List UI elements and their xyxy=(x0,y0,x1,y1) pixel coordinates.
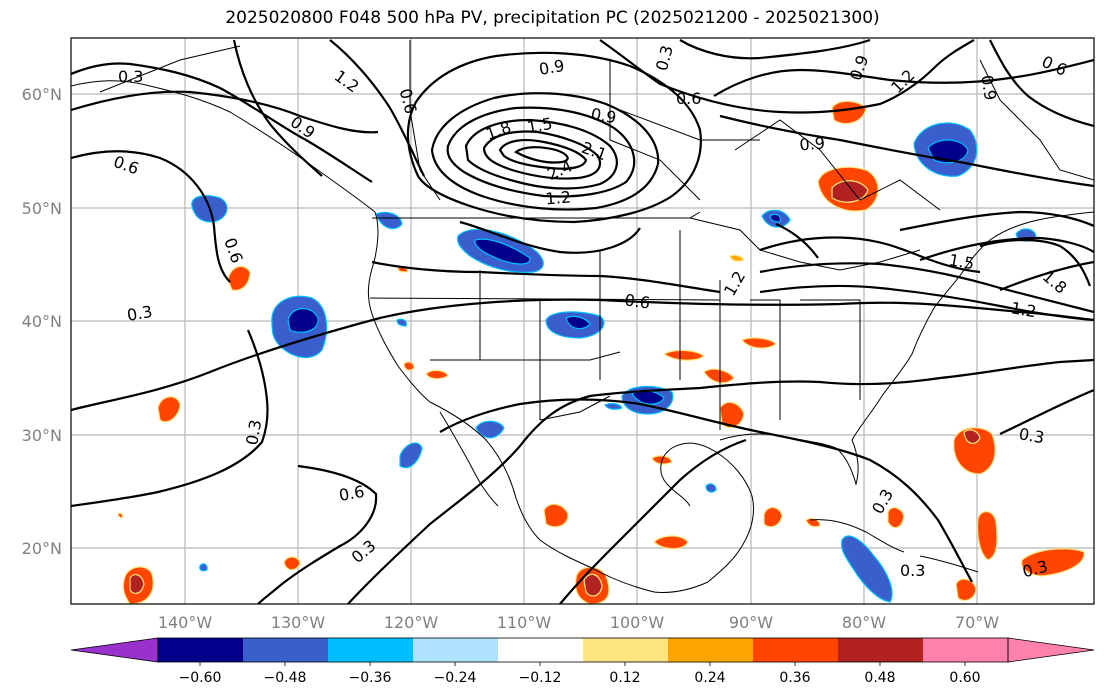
colorbar-segment xyxy=(923,638,1008,662)
contour-label: 1.2 xyxy=(545,187,572,208)
y-tick-label: 30°N xyxy=(22,426,62,445)
colorbar-segment xyxy=(583,638,668,662)
colorbar-tick-label: −0.60 xyxy=(179,670,222,686)
x-tick-label: 90°W xyxy=(729,613,773,632)
colorbar-segment xyxy=(413,638,498,662)
contour-label: 0.9 xyxy=(799,133,826,154)
map-frame xyxy=(70,37,1095,605)
negative-anomaly-areas xyxy=(191,122,1037,603)
colorbar-tick-label: 0.48 xyxy=(864,670,895,686)
x-tick-label: 140°W xyxy=(158,613,213,632)
colorbar-tick-label: 0.12 xyxy=(609,670,640,686)
colorbar-tick-label: 0.36 xyxy=(779,670,810,686)
contour-label: 0.3 xyxy=(242,418,265,446)
x-tick-labels: 140°W 130°W 120°W 110°W 100°W 90°W 80°W … xyxy=(158,613,999,632)
pv-contours xyxy=(71,38,1094,604)
contour-label: 0.3 xyxy=(118,67,143,86)
positive-anomaly-areas xyxy=(117,100,1085,604)
gridlines xyxy=(71,38,1094,604)
colorbar-segment xyxy=(668,638,753,662)
map-title: 2025020800 F048 500 hPa PV, precipitatio… xyxy=(225,8,880,28)
colorbar-extend-low xyxy=(70,637,159,663)
x-tick-label: 70°W xyxy=(955,613,999,632)
y-tick-label: 40°N xyxy=(22,312,62,331)
coastlines-borders xyxy=(71,40,1094,593)
colorbar-tick-label: 0.60 xyxy=(949,670,980,686)
contour-label: 0.9 xyxy=(589,104,617,127)
contour-label: 0.6 xyxy=(676,89,701,108)
colorbar-segment xyxy=(243,638,328,662)
colorbar-tick-label: −0.12 xyxy=(519,670,562,686)
colorbar-tick-label: −0.48 xyxy=(264,670,307,686)
colorbar-segment xyxy=(328,638,413,662)
colorbar-segment xyxy=(753,638,838,662)
x-tick-label: 80°W xyxy=(842,613,886,632)
y-tick-label: 50°N xyxy=(22,199,62,218)
colorbar-segment xyxy=(498,638,583,662)
contour-label: 1.5 xyxy=(947,250,975,273)
colorbar-segment xyxy=(838,638,923,662)
y-tick-label: 20°N xyxy=(22,539,62,558)
x-tick-label: 120°W xyxy=(384,613,439,632)
colorbar: −0.60 −0.48 −0.36 −0.24 −0.12 0.12 0.24 … xyxy=(70,637,1095,686)
colorbar-extend-high xyxy=(1007,637,1095,663)
contour-label: 0.3 xyxy=(125,302,153,325)
contour-label: 0.9 xyxy=(537,56,565,79)
colorbar-tick-label: 0.24 xyxy=(694,670,725,686)
colorbar-segment xyxy=(158,638,243,662)
colorbar-tick-label: −0.24 xyxy=(434,670,477,686)
contour-label: 0.6 xyxy=(624,290,652,312)
contour-label: 0.3 xyxy=(900,561,925,580)
x-tick-label: 100°W xyxy=(610,613,665,632)
y-tick-labels: 60°N 50°N 40°N 30°N 20°N xyxy=(22,85,62,558)
x-tick-label: 130°W xyxy=(271,613,326,632)
contour-label: 0.3 xyxy=(1017,424,1045,447)
x-tick-label: 110°W xyxy=(497,613,552,632)
contour-label: 1.5 xyxy=(525,114,553,137)
contour-label: 0.6 xyxy=(337,482,365,505)
colorbar-tick-label: −0.36 xyxy=(349,670,392,686)
y-tick-label: 60°N xyxy=(22,85,62,104)
map-area: 0.3 0.6 0.9 1.2 0.6 0.6 0.3 0.3 0.6 0.3 … xyxy=(71,38,1094,604)
contour-label: 1.2 xyxy=(1009,298,1037,321)
contour-label: 0.9 xyxy=(977,73,1000,101)
